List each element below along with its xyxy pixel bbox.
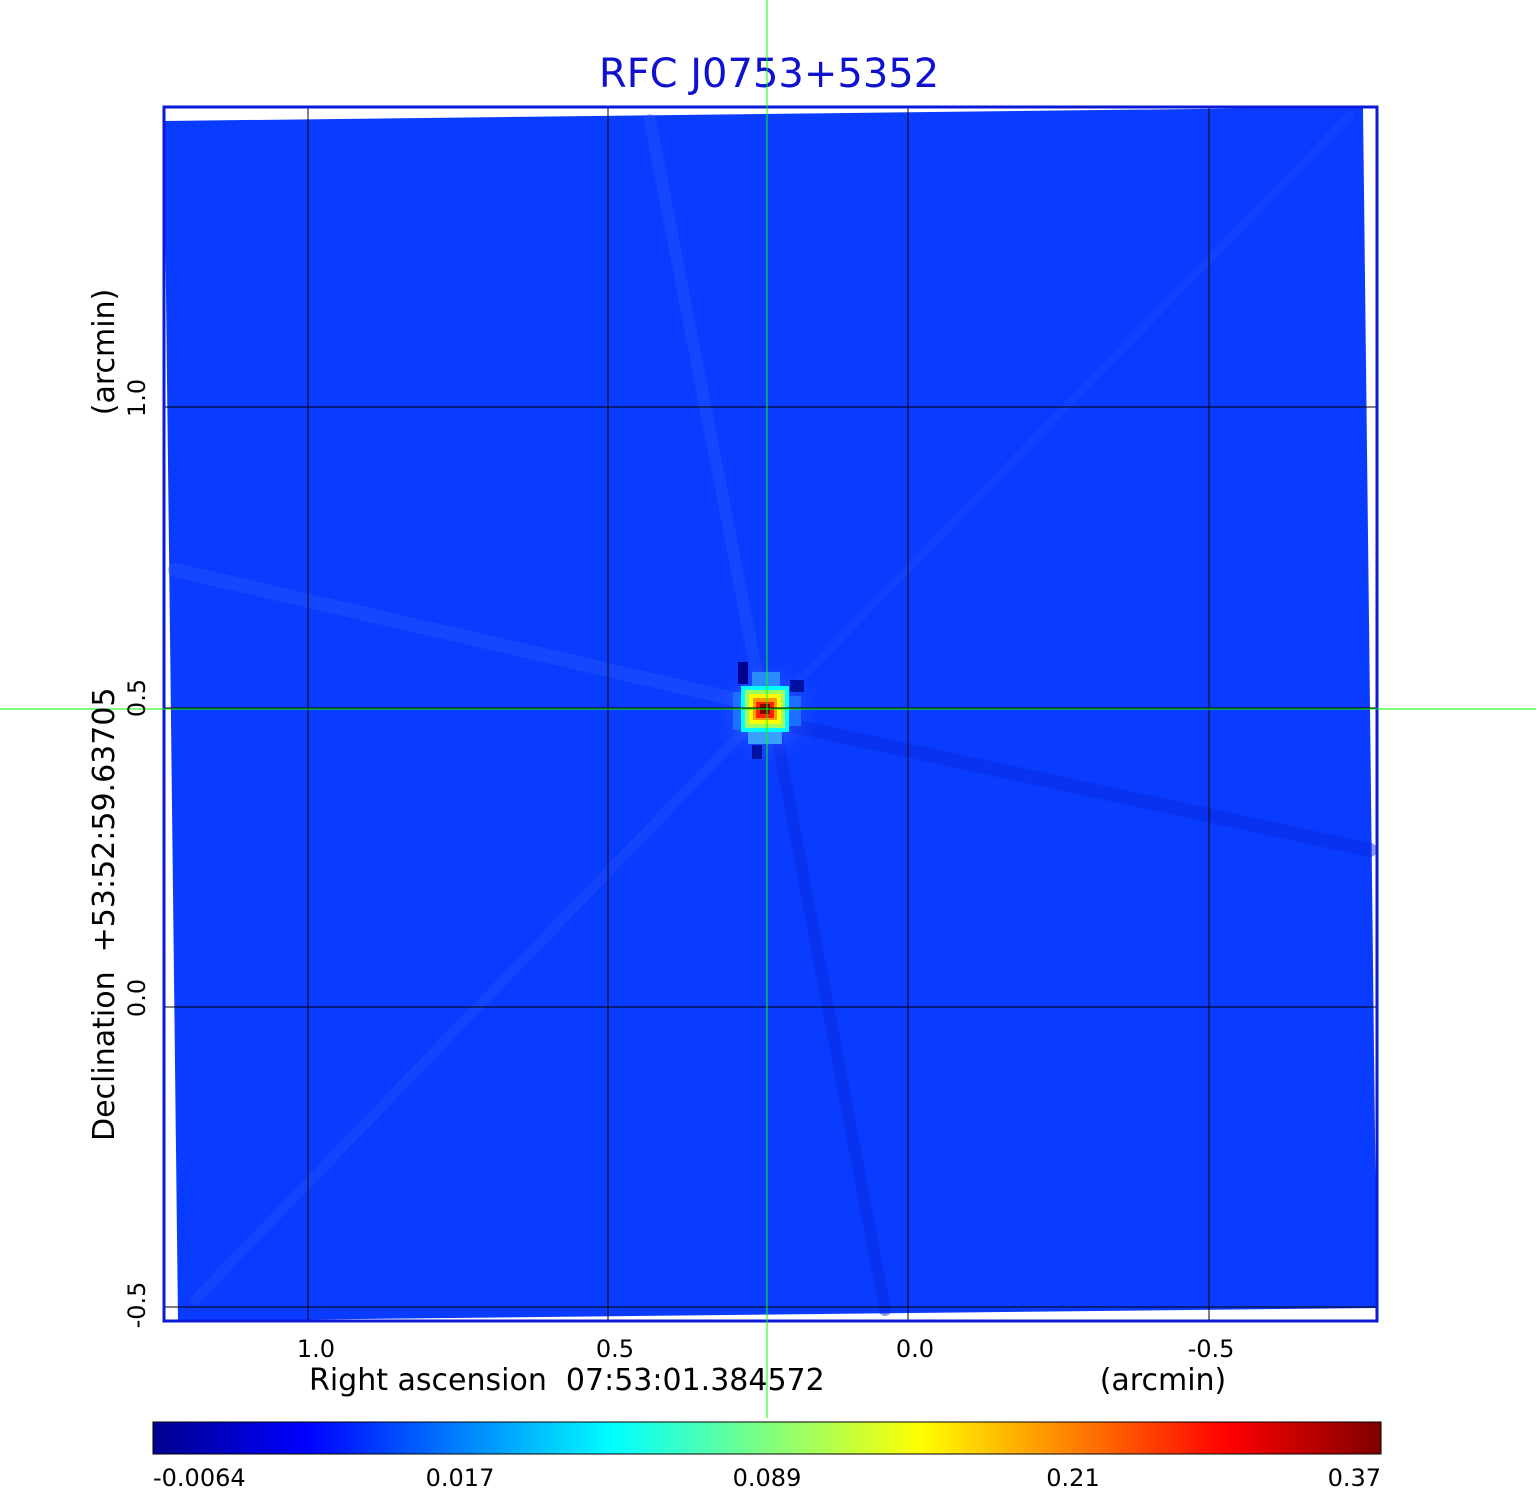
y-tick-labels: 1.0 0.5 0.0 -0.5 (123, 379, 151, 1329)
colorbar-tick-label: -0.0064 (153, 1464, 246, 1492)
colorbar-bar (152, 1421, 1382, 1455)
y-tick-label: -0.5 (123, 1282, 151, 1329)
radio-map-image (164, 107, 1377, 1321)
colorbar-tick-label: 0.21 (1046, 1464, 1099, 1492)
y-tick-label: 0.5 (123, 679, 151, 717)
x-tick-labels: 1.0 0.5 0.0 -0.5 (297, 1335, 1235, 1363)
coordinate-grid (164, 107, 1377, 1321)
y-tick-label: 1.0 (123, 379, 151, 417)
plot-title: RFC J0753+5352 (599, 51, 939, 97)
crosshair (0, 0, 1536, 1418)
colorbar-tick-label: 0.017 (426, 1464, 495, 1492)
y-axis-label: Declination +53:52:59.63705 (87, 687, 122, 1141)
x-axis-label: Right ascension 07:53:01.384572 (309, 1363, 825, 1398)
y-axis-unit: (arcmin) (87, 289, 122, 416)
x-tick-label: 0.0 (896, 1335, 934, 1363)
colorbar-tick-label: 0.37 (1328, 1464, 1381, 1492)
plot-frame (162, 105, 1379, 1323)
sidelobe-streaks (168, 111, 1377, 1316)
x-tick-label: 0.5 (596, 1335, 634, 1363)
x-axis-unit: (arcmin) (1100, 1363, 1227, 1398)
y-tick-label: 0.0 (123, 979, 151, 1017)
colorbar: -0.0064 0.017 0.089 0.21 0.37 (152, 1421, 1382, 1492)
x-tick-label: -0.5 (1188, 1335, 1235, 1363)
colorbar-tick-label: 0.089 (733, 1464, 802, 1492)
x-tick-label: 1.0 (297, 1335, 335, 1363)
